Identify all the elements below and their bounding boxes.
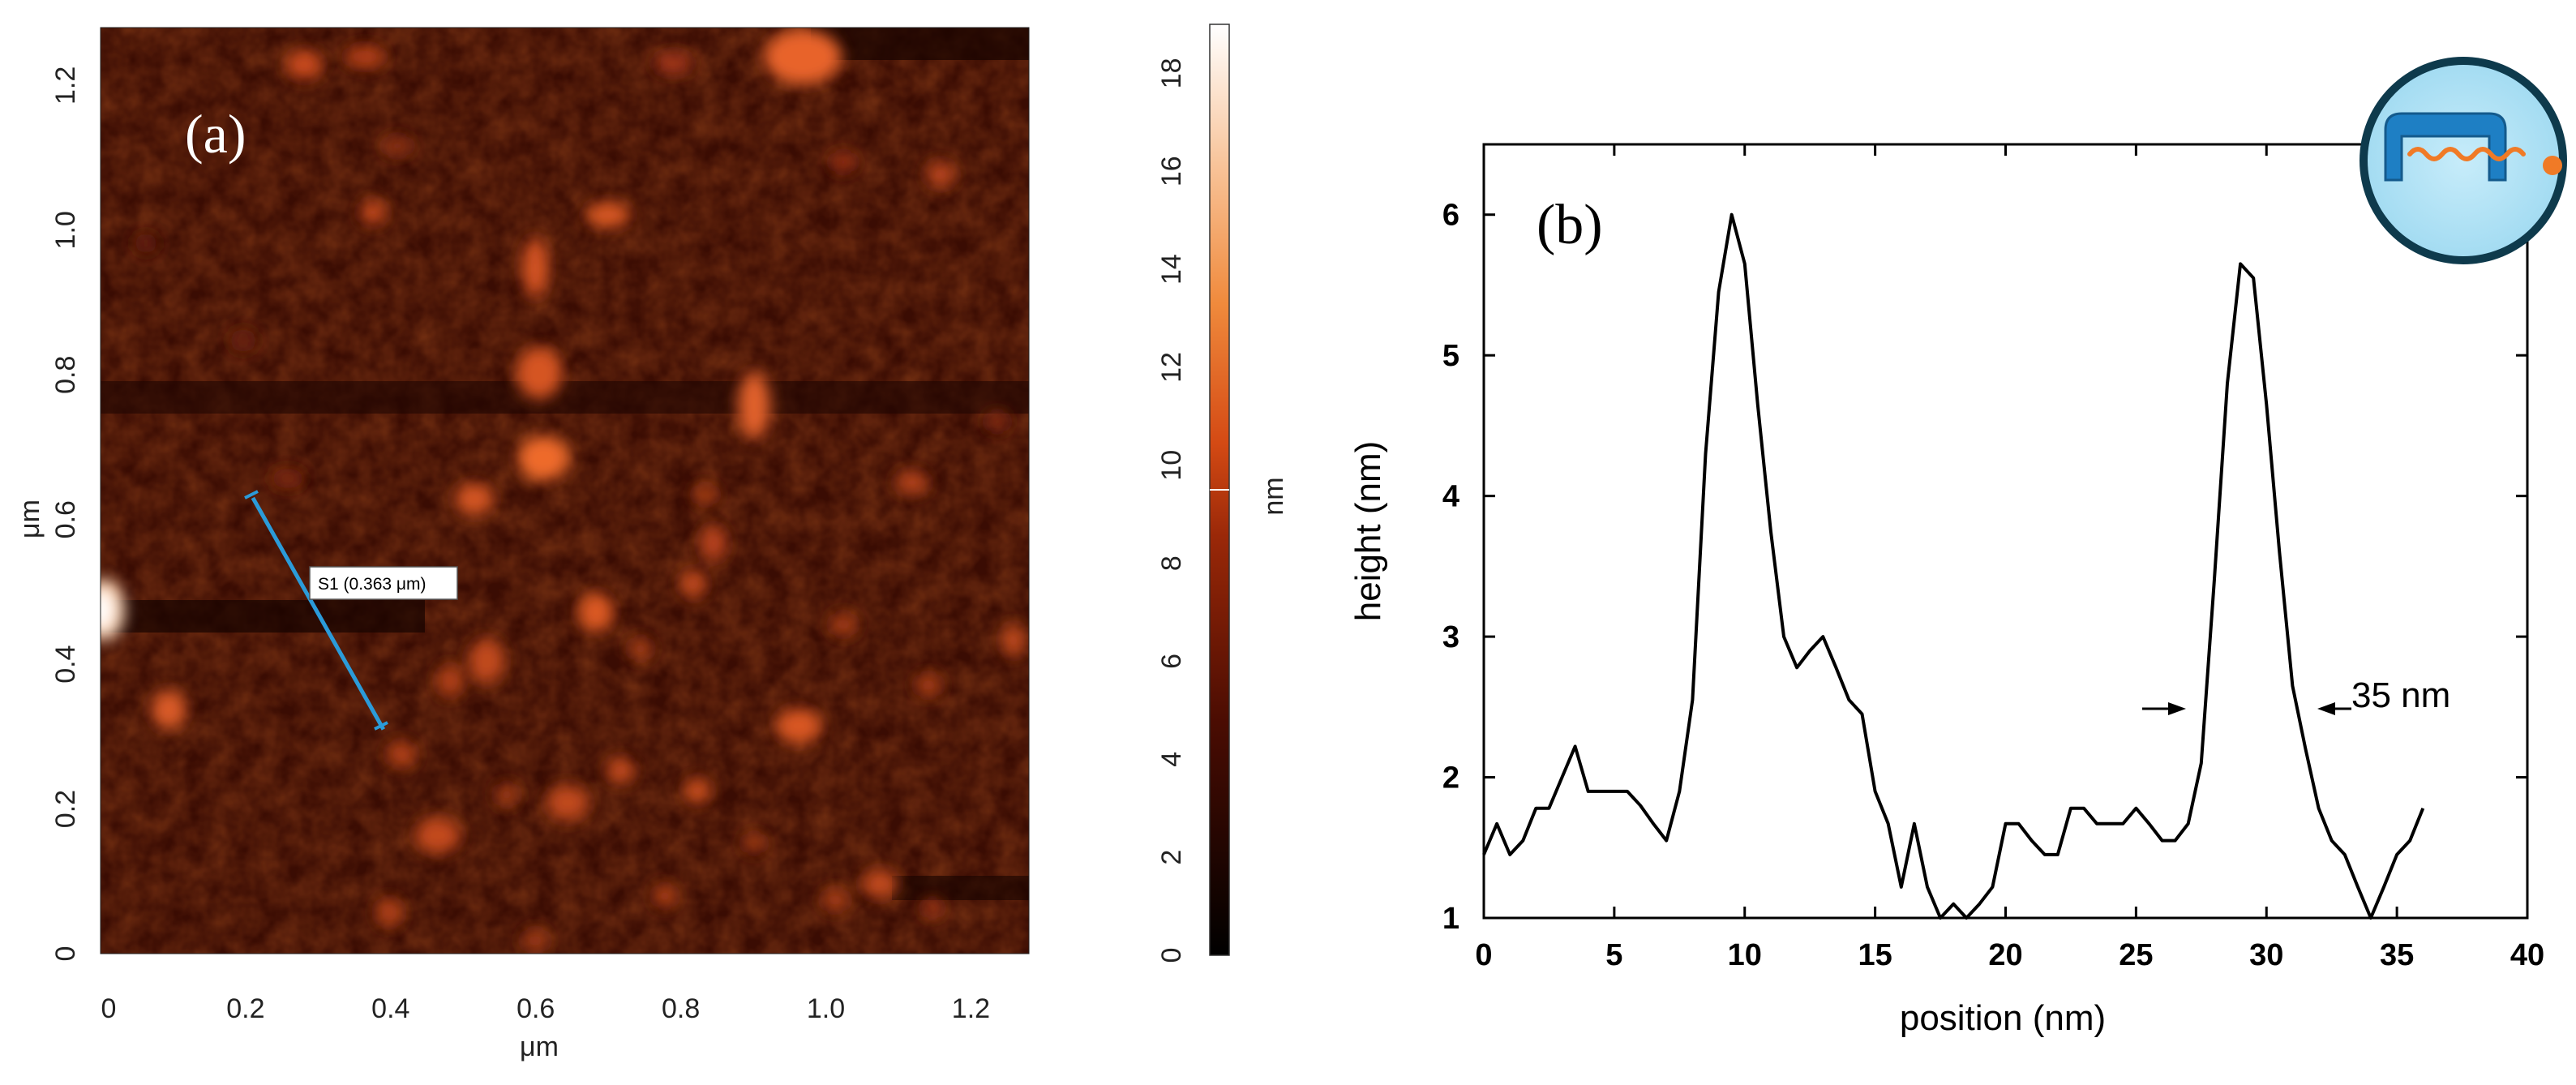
colorbar-axis: 0 2 4 6 8 10 12 14 16 18 (1156, 58, 1187, 963)
afm-y-tick-label: 0.6 (50, 500, 81, 538)
afm-y-tick-label: 0.4 (50, 645, 81, 683)
afm-particles (101, 29, 1025, 952)
profile-line-end-cap (374, 721, 388, 731)
profile-x-tick-label: 30 (2249, 938, 2283, 972)
profile-y-tick-label: 4 (1442, 480, 1459, 514)
profile-series-line (1482, 212, 2425, 920)
profile-x-tick-label: 20 (1988, 938, 2022, 972)
afm-y-label: μm (15, 500, 45, 538)
profile-x-axis: 0 5 10 15 20 25 30 35 40 (1475, 144, 2544, 972)
afm-y-tick-label: 1.0 (50, 211, 81, 249)
fwhm-arrows (2142, 702, 2351, 715)
afm-panel: S1 (0.363 μm) (a) 0 0.2 0.4 0.6 0.8 1.0 1.2 00… (15, 24, 1289, 1062)
afm-frame (100, 27, 1030, 954)
afm-y-tick-label: 1.2 (50, 66, 81, 105)
afm-x-tick-label: 1.2 (952, 993, 990, 1024)
afm-x-axis: 0 0.2 0.4 0.6 0.8 1.0 1.2 (101, 993, 991, 1024)
profile-x-label: position (nm) (1900, 998, 2106, 1038)
colorbar-tick-label: 6 (1156, 654, 1187, 669)
colorbar-tick-label: 16 (1156, 156, 1187, 187)
colorbar-tick-label: 14 (1156, 254, 1187, 285)
afm-y-axis: 0 0.2 0.4 0.6 0.8 1.0 1.2 (50, 66, 81, 962)
afm-x-tick-label: 0.4 (371, 993, 409, 1024)
profile-x-tick-label: 0 (1475, 938, 1492, 972)
profile-line-start-cap (244, 490, 259, 500)
profile-x-tick-label: 15 (1858, 938, 1892, 972)
profile-y-axis: 1 2 3 4 5 6 (1442, 199, 2527, 936)
profile-label: S1 (0.363 μm) (318, 575, 426, 594)
profile-panel: 0 5 10 15 20 25 30 35 40 1 2 3 4 5 6 (b) position (nm… (1348, 57, 2567, 1038)
afm-x-tick-label: 0.2 (226, 993, 264, 1024)
afm-y-tick-label: 0.8 (50, 356, 81, 394)
afm-x-tick-label: 0.8 (662, 993, 700, 1024)
profile-y-tick-label: 3 (1442, 620, 1459, 654)
profile-x-tick-label: 35 (2380, 938, 2414, 972)
molecule-icon (2360, 57, 2567, 264)
profile-line-s1[interactable] (251, 496, 386, 731)
afm-image: S1 (0.363 μm) (101, 28, 1029, 954)
colorbar-tick-label: 0 (1156, 948, 1187, 963)
afm-x-tick-label: 0 (101, 993, 117, 1024)
fwhm-left-arrowhead (2168, 702, 2186, 715)
afm-x-tick-label: 0.6 (516, 993, 555, 1024)
afm-x-tick-label: 1.0 (807, 993, 845, 1024)
profile-y-label: height (nm) (1348, 441, 1388, 622)
profile-y-tick-label: 2 (1442, 761, 1459, 796)
profile-y-tick-label: 5 (1442, 339, 1459, 373)
colorbar-tick-label: 12 (1156, 352, 1187, 383)
colorbar-unit: nm (1258, 477, 1289, 515)
profile-y-tick-label: 6 (1442, 199, 1459, 233)
colorbar-tick-label: 18 (1156, 58, 1187, 89)
profile-x-tick-label: 10 (1728, 938, 1762, 972)
profile-x-tick-label: 40 (2510, 938, 2544, 972)
panel-b-label: (b) (1537, 194, 1603, 256)
fwhm-right-arrowhead (2317, 702, 2335, 715)
panel-a-label: (a) (185, 103, 246, 165)
profile-x-tick-label: 25 (2119, 938, 2153, 972)
afm-y-tick-label: 0 (50, 946, 81, 962)
colorbar-tick-label: 10 (1156, 450, 1187, 481)
profile-frame (1482, 143, 2529, 920)
profile-label-box (309, 566, 458, 600)
afm-y-tick-label: 0.2 (50, 790, 81, 828)
colorbar-tick-label: 2 (1156, 850, 1187, 865)
afm-x-label: μm (520, 1031, 559, 1062)
profile-y-tick-label: 1 (1442, 902, 1459, 936)
colorbar-tick-label: 4 (1156, 752, 1187, 767)
colorbar-tick-label: 8 (1156, 555, 1187, 571)
fwhm-annotation: 35 nm (2351, 675, 2450, 715)
profile-x-tick-label: 5 (1605, 938, 1622, 972)
